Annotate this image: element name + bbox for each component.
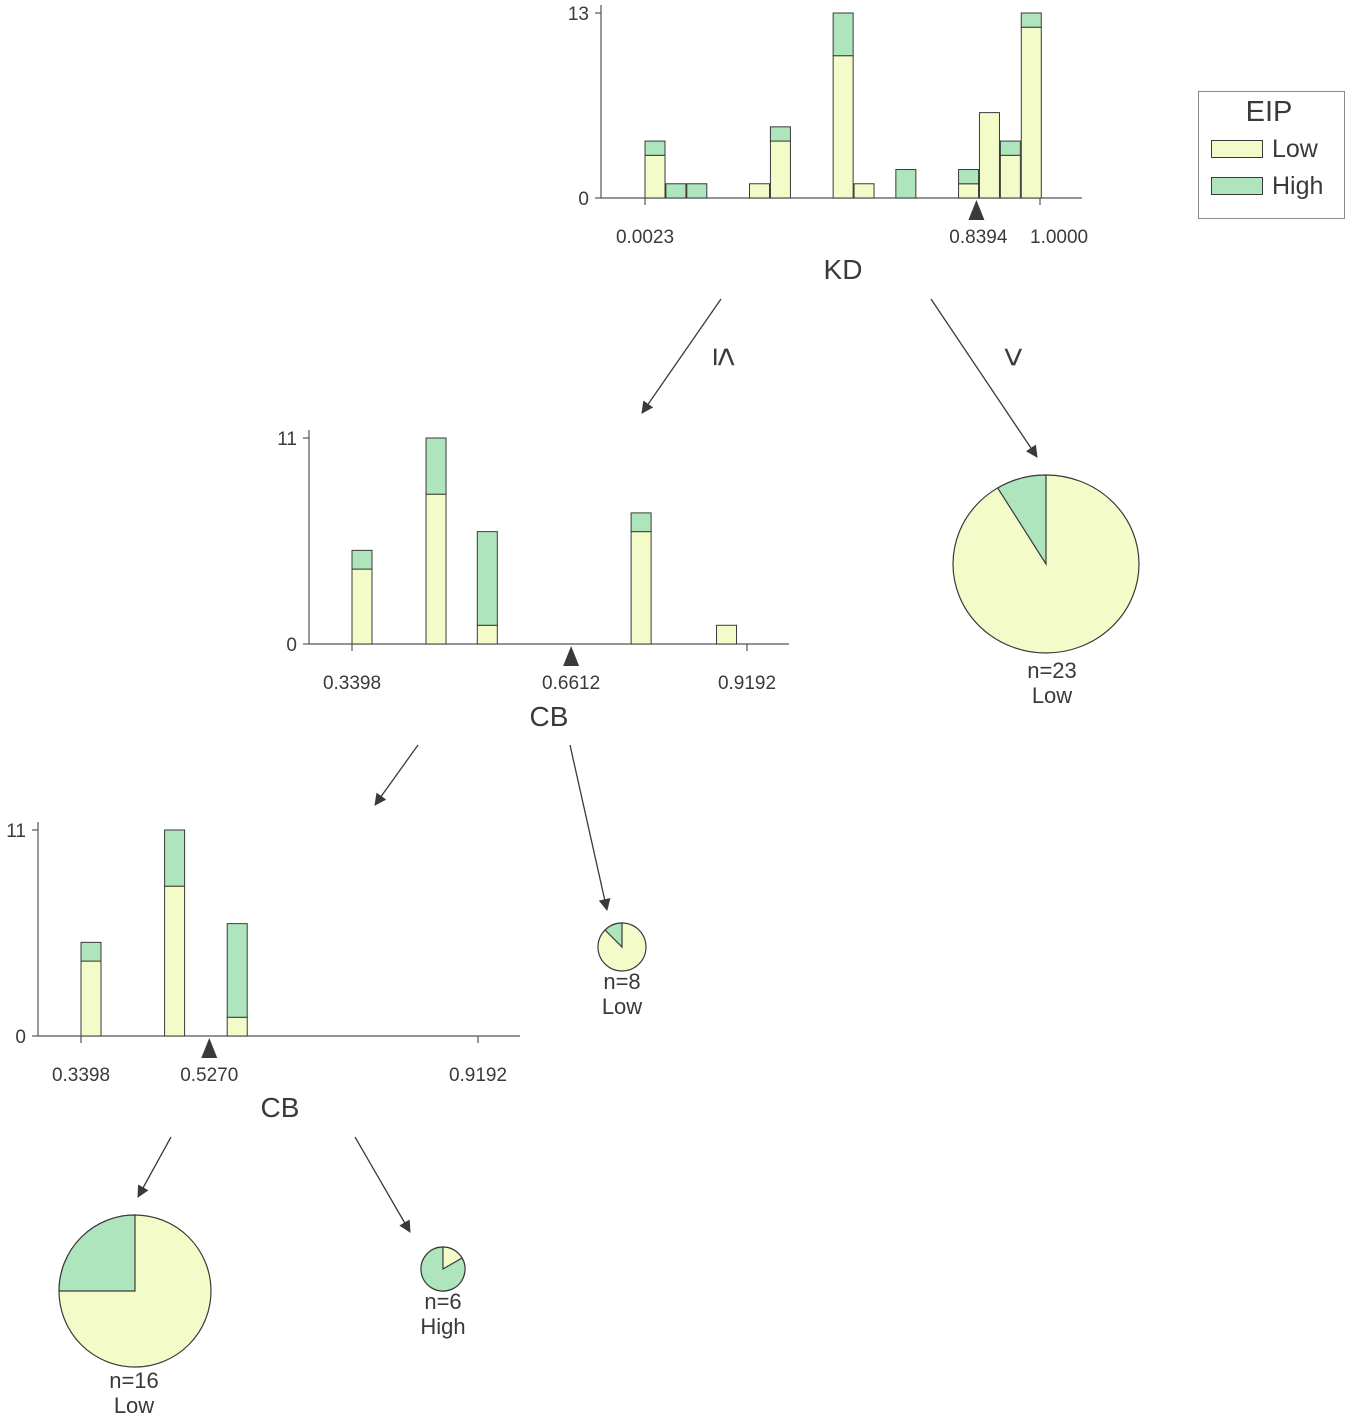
bar-segment-high [425,437,447,495]
bar-segment-low [999,154,1021,199]
legend-label-high: High [1272,171,1324,200]
leaf-pie-cb1-gt [597,922,647,972]
x-tick-label: 0.3398 [323,673,381,694]
legend: EIP Low High [1198,91,1345,219]
bar-segment-low [769,140,791,199]
bar-segment-low [425,493,447,645]
x-tick-label: 0.0023 [616,227,674,248]
y-tick-label: 13 [568,4,589,25]
bar-segment-high [644,140,666,156]
bar-segment-low [164,885,186,1037]
bar-segment-low [832,55,854,199]
legend-item-low: Low [1211,135,1318,163]
bar-segment-low [978,112,1000,199]
y-tick-label: 11 [6,821,26,842]
edge-kd-le [641,298,722,414]
bar-segment-low [716,624,738,645]
y-tick-label: 0 [15,1027,26,1048]
bar-segment-high [630,512,652,533]
edge-cb1-le [374,744,419,806]
bar-segment-low [630,531,652,645]
kd-variable-label: KD [824,254,863,285]
bar-segment-high [1020,12,1042,28]
bar-segment-low [226,1016,248,1037]
x-tick-label: 0.9192 [718,673,776,694]
bar-segment-low [958,183,980,199]
edge-cb2-gt [354,1136,411,1233]
x-tick-label: 0.5270 [180,1065,238,1086]
bar-segment-high [226,923,248,1018]
bar-segment-high [476,531,498,626]
edge-label-gt: > [994,347,1032,367]
bar-segment-high [958,169,980,185]
y-tick-label: 0 [578,189,589,210]
bar-segment-low [1020,26,1042,199]
bar-segment-high [351,549,373,570]
bar-segment-high [999,140,1021,156]
bar-segment-high [832,12,854,57]
leaf-pie-kd-gt [952,474,1140,654]
bar-segment-high [686,183,708,199]
bar-segment-low [80,960,102,1037]
pie-slice-high [420,1246,466,1292]
leaf-class-cb1-gt: Low [602,994,642,1019]
leaf-class-kd-gt: Low [1032,683,1072,708]
bar-segment-high [665,183,687,199]
leaf-n-cb2-gt: n=6 [424,1289,461,1314]
x-tick-label: 0.6612 [542,673,600,694]
bar-segment-high [769,126,791,142]
bar-segment-high [164,829,186,887]
leaf-pie-cb2-gt [420,1246,466,1292]
bar-segment-high [895,169,917,199]
leaf-pie-cb2-le [58,1214,212,1368]
x-tick-label: 0.8394 [949,227,1008,248]
bar-segment-low [351,568,373,645]
pie-slice-high [58,1214,136,1292]
x-tick-label: 1.0000 [1030,227,1088,248]
y-tick-label: 0 [286,635,297,656]
cb-histogram-upper: 0 11 0.3398 0.6612 0.9192 [277,429,789,694]
kd-histogram: 0 13 0.0023 0.8394 1.0000 [568,4,1088,248]
legend-item-high: High [1211,172,1323,200]
cb-variable-label-upper: CB [530,701,569,732]
leaf-n-cb2-le: n=16 [109,1368,159,1393]
pie-slice-high [604,922,623,949]
bar-segment-low [749,183,771,199]
edge-cb2-le [137,1136,172,1198]
bar-segment-low [853,183,875,199]
legend-title: EIP [1245,96,1293,128]
leaf-n-cb1-gt: n=8 [603,969,640,994]
x-tick-label: 0.9192 [449,1065,507,1086]
x-tick-label: 0.3398 [52,1065,110,1086]
split-marker [201,1038,218,1058]
leaf-class-cb2-gt: High [420,1314,465,1339]
bar-segment-high [80,941,102,962]
edge-kd-gt [930,298,1038,458]
cb-variable-label-lower: CB [261,1092,300,1123]
legend-label-low: Low [1272,134,1318,163]
bar-segment-low [476,624,498,645]
cb-histogram-lower: 0 11 0.3398 0.5270 0.9192 [6,821,520,1086]
edge-label-le: ≤ [706,348,744,367]
edge-cb1-gt [569,744,611,911]
leaf-class-cb2-le: Low [114,1393,154,1417]
pie-slice-high [996,474,1047,567]
split-marker [563,646,580,666]
split-marker [968,200,985,220]
legend-swatch-high [1211,177,1263,195]
leaf-n-kd-gt: n=23 [1027,658,1077,683]
bar-segment-low [644,154,666,199]
y-tick-label: 11 [277,429,297,450]
legend-swatch-low [1211,140,1263,158]
